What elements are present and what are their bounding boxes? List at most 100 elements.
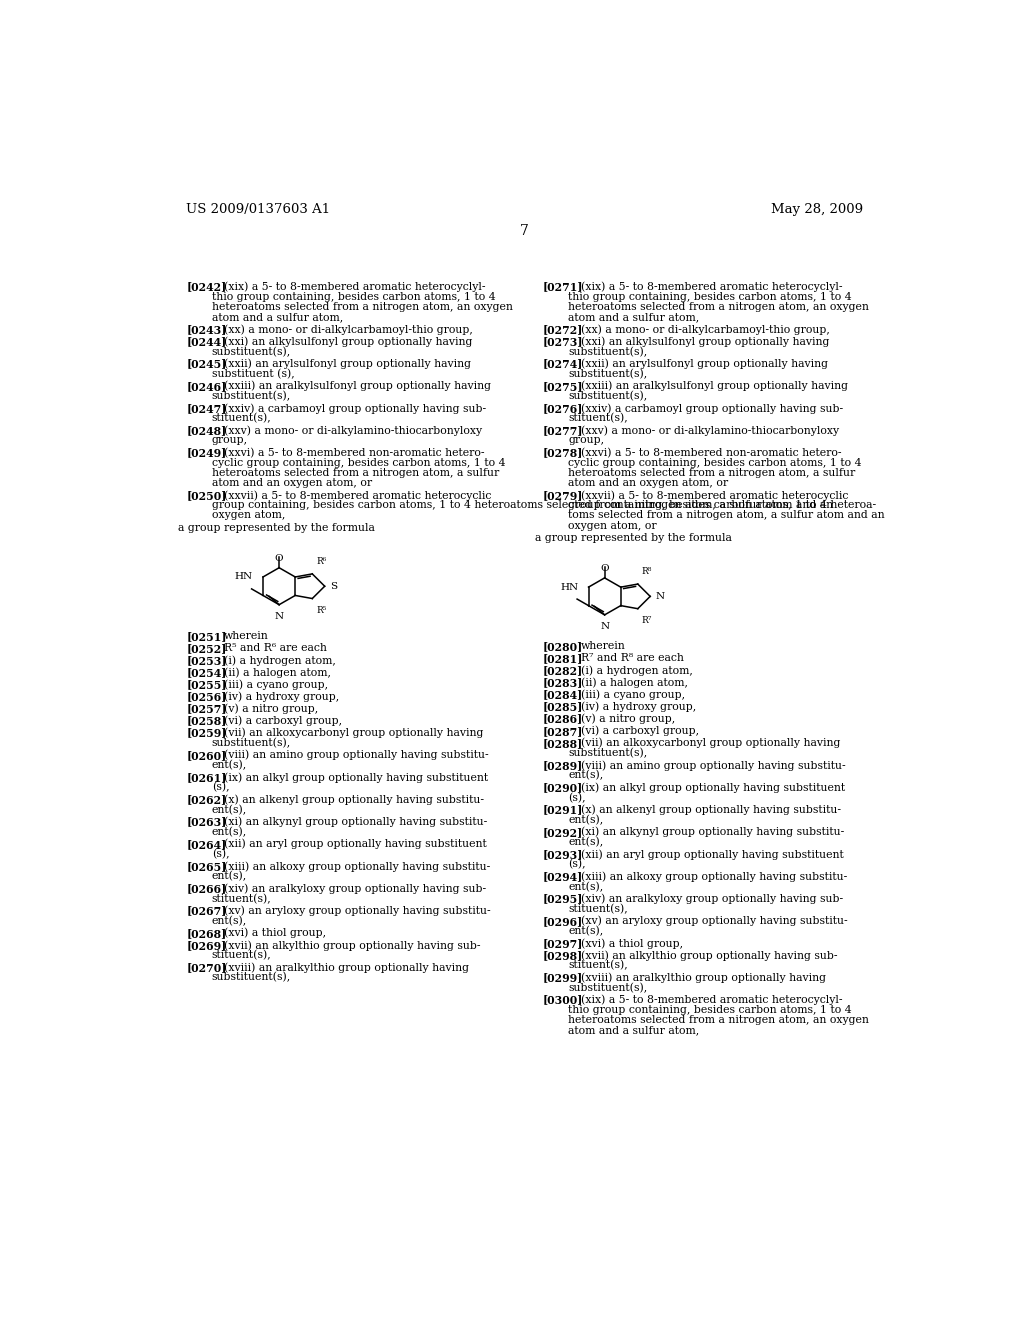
Text: substituent(s),: substituent(s), [568,748,647,758]
Text: (xxv) a mono- or di-alkylamino-thiocarbonyloxy: (xxv) a mono- or di-alkylamino-thiocarbo… [581,425,839,436]
Text: heteroatoms selected from a nitrogen atom, an oxygen: heteroatoms selected from a nitrogen ato… [212,302,513,312]
Text: (xvi) a thiol group,: (xvi) a thiol group, [224,928,327,939]
Text: toms selected from a nitrogen atom, a sulfur atom and an: toms selected from a nitrogen atom, a su… [568,511,885,520]
Text: (xxii) an arylsulfonyl group optionally having: (xxii) an arylsulfonyl group optionally … [581,359,827,370]
Text: 7: 7 [520,224,529,238]
Text: [0288]: [0288] [543,738,583,748]
Text: wherein: wherein [581,642,626,651]
Text: substituent(s),: substituent(s), [212,346,291,356]
Text: (iii) a cyano group,: (iii) a cyano group, [224,680,329,690]
Text: [0298]: [0298] [543,950,583,961]
Text: [0297]: [0297] [543,939,583,949]
Text: (xii) an aryl group optionally having substituent: (xii) an aryl group optionally having su… [224,838,486,849]
Text: (iv) a hydroxy group,: (iv) a hydroxy group, [224,692,339,702]
Text: ent(s),: ent(s), [568,882,603,892]
Text: (xx) a mono- or di-alkylcarbamoyl-thio group,: (xx) a mono- or di-alkylcarbamoyl-thio g… [581,325,829,335]
Text: [0274]: [0274] [543,359,583,370]
Text: [0282]: [0282] [543,665,583,676]
Text: ent(s),: ent(s), [568,837,603,847]
Text: [0279]: [0279] [543,490,583,502]
Text: (s),: (s), [568,859,586,870]
Text: ent(s),: ent(s), [212,826,247,837]
Text: stituent(s),: stituent(s), [568,960,628,970]
Text: ent(s),: ent(s), [212,760,247,771]
Text: (xxi) an alkylsulfonyl group optionally having: (xxi) an alkylsulfonyl group optionally … [224,337,472,347]
Text: (xv) an aryloxy group optionally having substitu-: (xv) an aryloxy group optionally having … [581,916,847,927]
Text: [0250]: [0250] [186,490,226,502]
Text: (xxv) a mono- or di-alkylamino-thiocarbonyloxy: (xxv) a mono- or di-alkylamino-thiocarbo… [224,425,482,436]
Text: N: N [274,611,284,620]
Text: (i) a hydrogen atom,: (i) a hydrogen atom, [581,665,692,676]
Text: [0276]: [0276] [543,403,583,414]
Text: [0265]: [0265] [186,861,226,873]
Text: (x) an alkenyl group optionally having substitu-: (x) an alkenyl group optionally having s… [581,804,841,814]
Text: [0300]: [0300] [543,995,583,1006]
Text: O: O [274,554,284,562]
Text: thio group containing, besides carbon atoms, 1 to 4: thio group containing, besides carbon at… [568,292,852,302]
Text: [0266]: [0266] [186,883,226,895]
Text: [0248]: [0248] [186,425,226,437]
Text: heteroatoms selected from a nitrogen atom, a sulfur: heteroatoms selected from a nitrogen ato… [568,467,855,478]
Text: US 2009/0137603 A1: US 2009/0137603 A1 [186,203,331,216]
Text: (xxvii) a 5- to 8-membered aromatic heterocyclic: (xxvii) a 5- to 8-membered aromatic hete… [581,490,848,500]
Text: substituent(s),: substituent(s), [568,368,647,379]
Text: (s),: (s), [212,849,229,859]
Text: substituent(s),: substituent(s), [568,982,647,993]
Text: [0249]: [0249] [186,447,226,458]
Text: (s),: (s), [568,792,586,803]
Text: [0294]: [0294] [543,871,583,882]
Text: (v) a nitro group,: (v) a nitro group, [581,714,675,725]
Text: (xv) an aryloxy group optionally having substitu-: (xv) an aryloxy group optionally having … [224,906,490,916]
Text: [0289]: [0289] [543,760,583,771]
Text: (ix) an alkyl group optionally having substituent: (ix) an alkyl group optionally having su… [224,772,488,783]
Text: May 28, 2009: May 28, 2009 [771,203,863,216]
Text: [0245]: [0245] [186,359,226,370]
Text: stituent(s),: stituent(s), [212,950,271,961]
Text: [0253]: [0253] [186,655,226,667]
Text: substituent(s),: substituent(s), [212,973,291,982]
Text: HN: HN [560,582,579,591]
Text: (xvi) a thiol group,: (xvi) a thiol group, [581,939,683,949]
Text: [0271]: [0271] [543,281,583,293]
Text: [0283]: [0283] [543,677,583,688]
Text: (xvii) an alkylthio group optionally having sub-: (xvii) an alkylthio group optionally hav… [224,940,480,950]
Text: [0290]: [0290] [543,783,583,793]
Text: substituent(s),: substituent(s), [212,391,291,401]
Text: oxygen atom, or: oxygen atom, or [568,520,656,531]
Text: (viii) an amino group optionally having substitu-: (viii) an amino group optionally having … [224,750,488,760]
Text: (xxiii) an aralkylsulfonyl group optionally having: (xxiii) an aralkylsulfonyl group optiona… [581,380,848,391]
Text: [0242]: [0242] [186,281,226,293]
Text: (xiv) an aralkyloxy group optionally having sub-: (xiv) an aralkyloxy group optionally hav… [581,894,843,904]
Text: a group represented by the formula: a group represented by the formula [178,523,375,532]
Text: R⁸: R⁸ [642,568,652,577]
Text: (ii) a halogen atom,: (ii) a halogen atom, [581,677,687,688]
Text: [0243]: [0243] [186,325,226,335]
Text: thio group containing, besides carbon atoms, 1 to 4: thio group containing, besides carbon at… [212,292,496,302]
Text: [0251]: [0251] [186,631,226,642]
Text: [0284]: [0284] [543,689,583,701]
Text: [0269]: [0269] [186,940,226,950]
Text: (xviii) an aralkylthio group optionally having: (xviii) an aralkylthio group optionally … [581,973,825,983]
Text: (vi) a carboxyl group,: (vi) a carboxyl group, [581,726,698,737]
Text: (xix) a 5- to 8-membered aromatic heterocyclyl-: (xix) a 5- to 8-membered aromatic hetero… [224,281,485,292]
Text: R⁵: R⁵ [316,606,327,615]
Text: [0287]: [0287] [543,726,583,737]
Text: substituent(s),: substituent(s), [568,391,647,401]
Text: [0268]: [0268] [186,928,226,939]
Text: (ii) a halogen atom,: (ii) a halogen atom, [224,667,331,677]
Text: [0267]: [0267] [186,906,226,916]
Text: oxygen atom,: oxygen atom, [212,511,285,520]
Text: (s),: (s), [212,783,229,792]
Text: [0275]: [0275] [543,380,583,392]
Text: heteroatoms selected from a nitrogen atom, an oxygen: heteroatoms selected from a nitrogen ato… [568,302,869,312]
Text: thio group containing, besides carbon atoms, 1 to 4: thio group containing, besides carbon at… [568,1005,852,1015]
Text: O: O [600,564,609,573]
Text: cyclic group containing, besides carbon atoms, 1 to 4: cyclic group containing, besides carbon … [568,458,862,467]
Text: [0246]: [0246] [186,380,226,392]
Text: atom and a sulfur atom,: atom and a sulfur atom, [568,312,699,322]
Text: [0258]: [0258] [186,715,226,726]
Text: [0273]: [0273] [543,337,583,347]
Text: [0259]: [0259] [186,727,226,739]
Text: heteroatoms selected from a nitrogen atom, an oxygen: heteroatoms selected from a nitrogen ato… [568,1015,869,1024]
Text: group containing, besides carbon atoms, 1 to 4 heteroatoms selected from a nitro: group containing, besides carbon atoms, … [212,500,833,511]
